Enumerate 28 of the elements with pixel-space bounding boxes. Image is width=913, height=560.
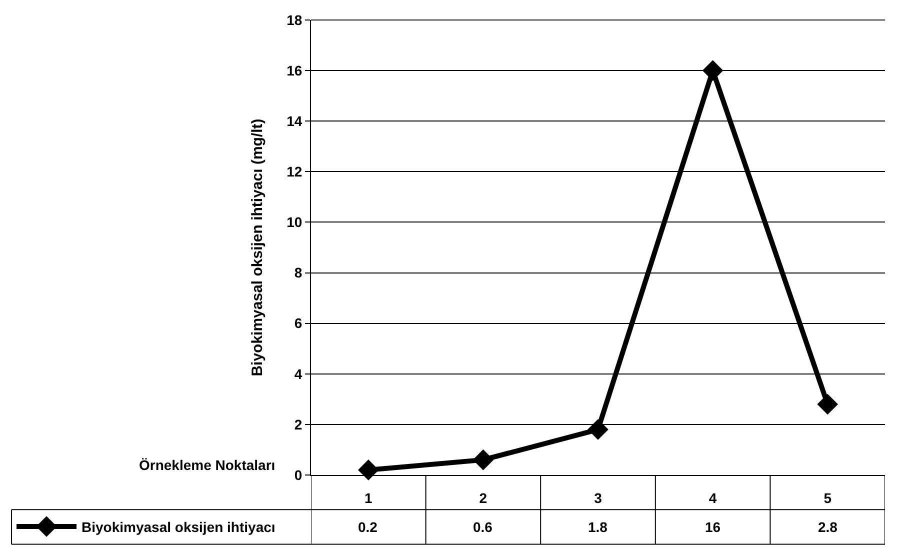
y-tick-label: 16 — [286, 62, 302, 78]
point — [358, 460, 379, 480]
y-tick-label: 0 — [294, 466, 302, 483]
y-tick-label: 14 — [286, 113, 302, 130]
y-tick-label: 8 — [294, 264, 302, 281]
x-tick-label: 2 — [479, 490, 488, 506]
y-tick-label: 6 — [294, 315, 302, 332]
x-tick-label: 1 — [364, 490, 372, 506]
x-tick-label: 3 — [594, 490, 602, 506]
point — [472, 449, 494, 470]
point — [588, 419, 608, 440]
data-label: 2.8 — [818, 519, 838, 535]
y-tick-label: 12 — [286, 164, 302, 180]
y-tick-label: 4 — [294, 366, 302, 382]
y-tick-label: 2 — [294, 416, 302, 432]
data-label: 16 — [705, 519, 721, 535]
x-tick-label: 5 — [824, 490, 832, 506]
y-tick-label: 18 — [286, 12, 302, 28]
data-label: 0.6 — [473, 519, 493, 535]
point — [702, 60, 724, 81]
x-axis-title: Örnekleme Noktaları — [139, 457, 276, 473]
point — [817, 394, 838, 415]
x-tick-label: 4 — [708, 490, 717, 506]
data-label: 0.2 — [358, 519, 378, 535]
data-label: 1.8 — [588, 519, 608, 535]
y-tick-label: 10 — [286, 214, 302, 230]
y-axis-title: Biyokimyasal oksijen ihtiyacı (mg/lt) — [248, 118, 266, 376]
legend-label: Biyokimyasal oksijen ihtiyacı — [82, 518, 276, 535]
